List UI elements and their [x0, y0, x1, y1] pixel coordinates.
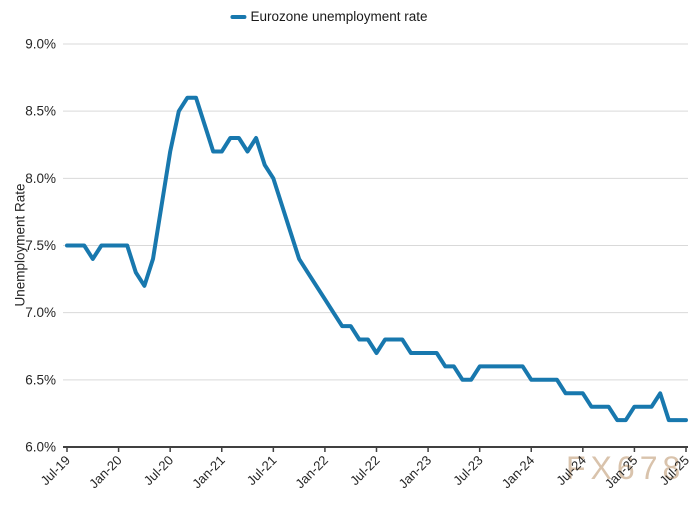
x-tick-label: Jan-23: [395, 453, 434, 492]
y-tick-label: 6.0%: [25, 440, 56, 455]
x-tick-label: Jul-25: [656, 453, 692, 489]
legend-line-marker-icon: [230, 14, 247, 19]
x-tick-label: Jan-21: [189, 453, 228, 492]
x-tick-label: Jul-22: [347, 453, 383, 489]
y-tick-label: 8.5%: [25, 104, 56, 119]
y-tick-label: 6.5%: [25, 372, 56, 387]
legend-label: Eurozone unemployment rate: [250, 9, 428, 24]
x-tick-label: Jan-20: [86, 453, 125, 492]
y-tick-label: 8.0%: [25, 171, 56, 186]
y-tick-label: 7.0%: [25, 305, 56, 320]
x-tick-label: Jan-25: [602, 453, 641, 492]
x-tick-label: Jul-20: [141, 453, 177, 489]
data-line-eurozone-unemployment: [65, 95, 688, 423]
y-tick-label: 9.0%: [25, 37, 56, 52]
x-tick-label: Jul-21: [244, 453, 280, 489]
y-tick-label: 7.5%: [25, 238, 56, 253]
x-tick-label: Jan-24: [499, 453, 538, 492]
x-tick-label: Jan-22: [292, 453, 331, 492]
x-tick-label: Jul-19: [37, 453, 73, 489]
watermark: FX678: [566, 450, 686, 486]
legend: Eurozone unemployment rate: [230, 9, 428, 24]
x-tick-label: Jul-24: [553, 453, 589, 489]
x-tick-label: Jul-23: [450, 453, 486, 489]
